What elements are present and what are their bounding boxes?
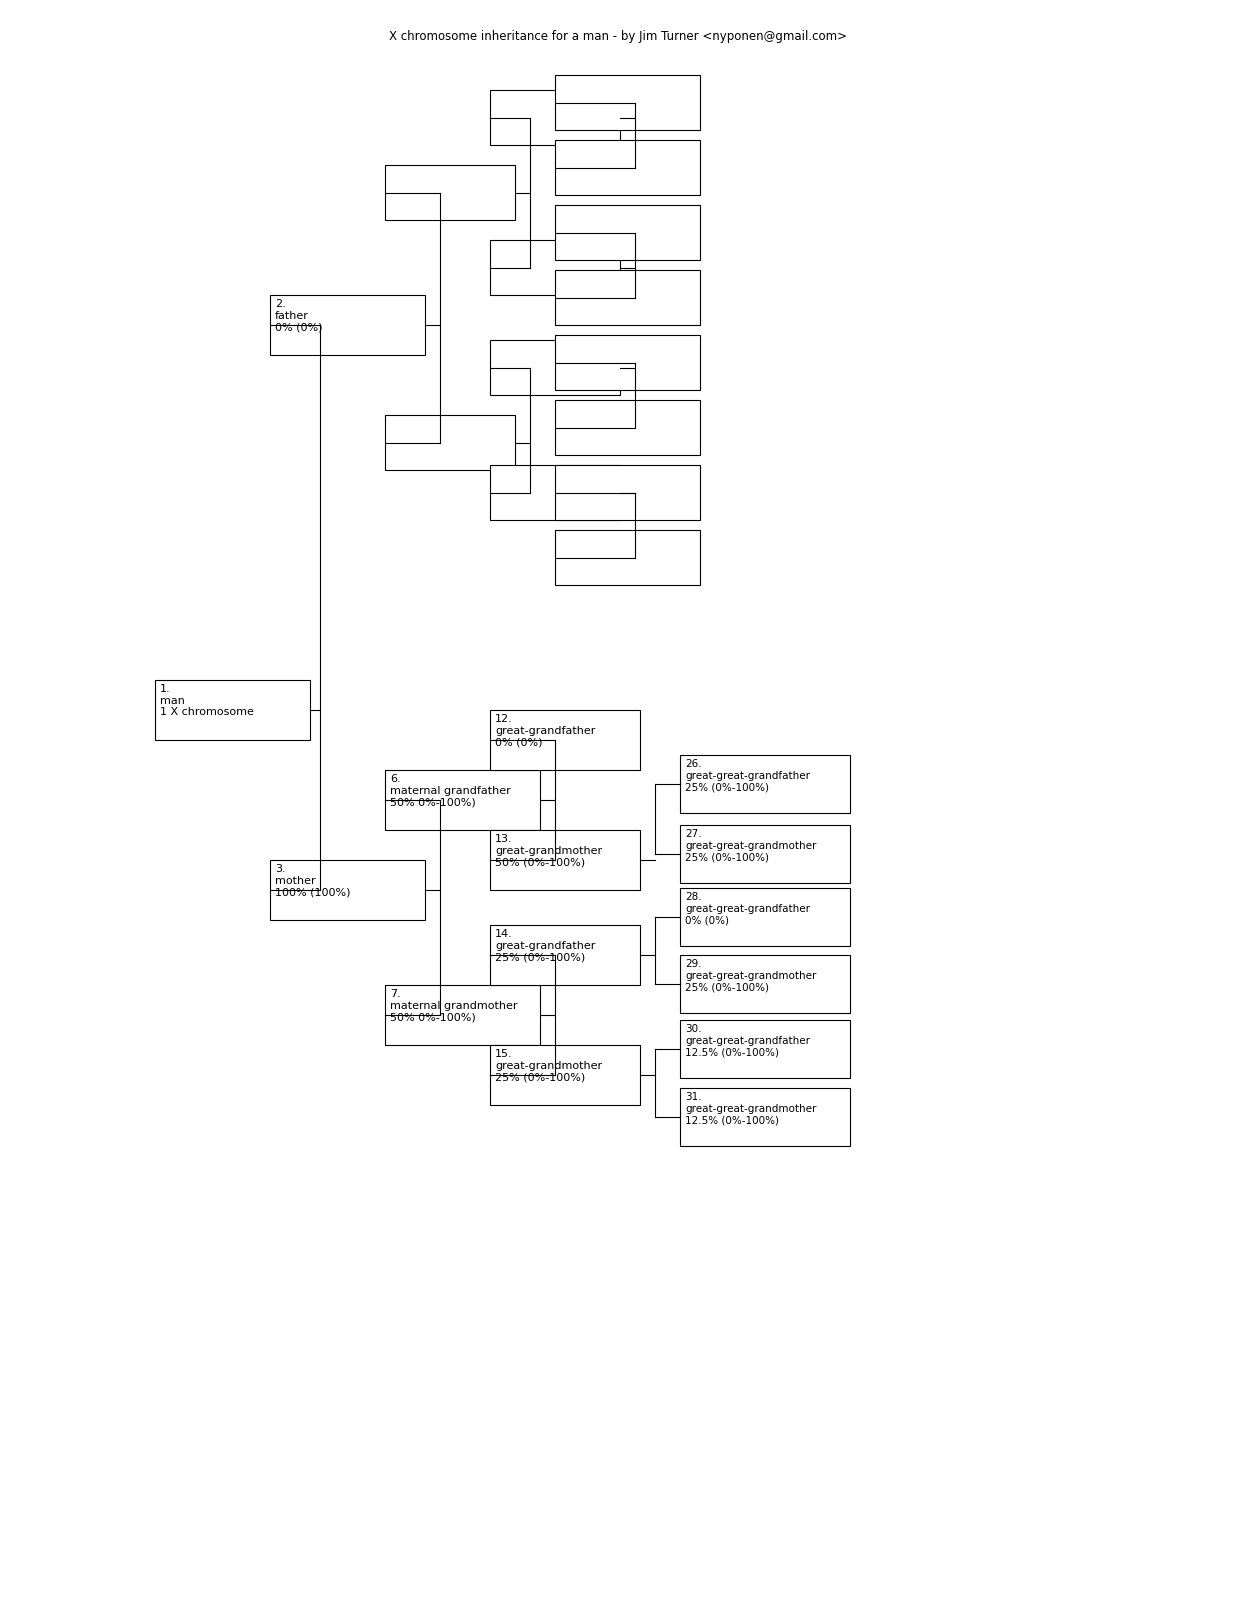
Bar [555,75,700,130]
Text: 15.
great-grandmother
25% (0%-100%): 15. great-grandmother 25% (0%-100%) [494,1050,602,1082]
Bar [489,341,620,395]
Bar [680,826,850,883]
Bar [384,770,540,830]
Bar [680,955,850,1013]
Bar [384,986,540,1045]
Bar [384,414,515,470]
Text: 30.
great-great-grandfather
12.5% (0%-100%): 30. great-great-grandfather 12.5% (0%-10… [685,1024,810,1058]
Bar [555,270,700,325]
Bar [489,830,640,890]
Bar [555,205,700,259]
Bar [555,400,700,454]
Text: 27.
great-great-grandmother
25% (0%-100%): 27. great-great-grandmother 25% (0%-100%… [685,829,816,862]
Bar [555,466,700,520]
Bar [489,90,620,146]
Bar [489,710,640,770]
Text: 7.
maternal grandmother
50% 0%-100%): 7. maternal grandmother 50% 0%-100%) [391,989,518,1022]
Bar [680,1088,850,1146]
Text: 6.
maternal grandfather
50% 0%-100%): 6. maternal grandfather 50% 0%-100%) [391,774,510,806]
Bar [489,466,620,520]
Text: X chromosome inheritance for a man - by Jim Turner <nyponen@gmail.com>: X chromosome inheritance for a man - by … [389,30,847,43]
Text: 2.
father
0% (0%): 2. father 0% (0%) [274,299,323,333]
Bar [269,861,425,920]
Text: 14.
great-grandfather
25% (0%-100%): 14. great-grandfather 25% (0%-100%) [494,930,596,962]
Bar [680,755,850,813]
Text: 12.
great-grandfather
0% (0%): 12. great-grandfather 0% (0%) [494,714,596,747]
Bar [555,530,700,586]
Bar [680,1021,850,1078]
Bar [555,334,700,390]
Text: 13.
great-grandmother
50% (0%-100%): 13. great-grandmother 50% (0%-100%) [494,834,602,867]
Text: 26.
great-great-grandfather
25% (0%-100%): 26. great-great-grandfather 25% (0%-100%… [685,758,810,792]
Bar [154,680,310,739]
Text: 28.
great-great-grandfather
0% (0%): 28. great-great-grandfather 0% (0%) [685,893,810,925]
Bar [489,925,640,986]
Bar [384,165,515,219]
Bar [489,240,620,294]
Text: 3.
mother
100% (100%): 3. mother 100% (100%) [274,864,351,898]
Bar [269,294,425,355]
Bar [680,888,850,946]
Text: 29.
great-great-grandmother
25% (0%-100%): 29. great-great-grandmother 25% (0%-100%… [685,958,816,992]
Bar [555,141,700,195]
Text: 1.
man
1 X chromosome: 1. man 1 X chromosome [159,685,253,717]
Text: 31.
great-great-grandmother
12.5% (0%-100%): 31. great-great-grandmother 12.5% (0%-10… [685,1091,816,1125]
Bar [489,1045,640,1106]
